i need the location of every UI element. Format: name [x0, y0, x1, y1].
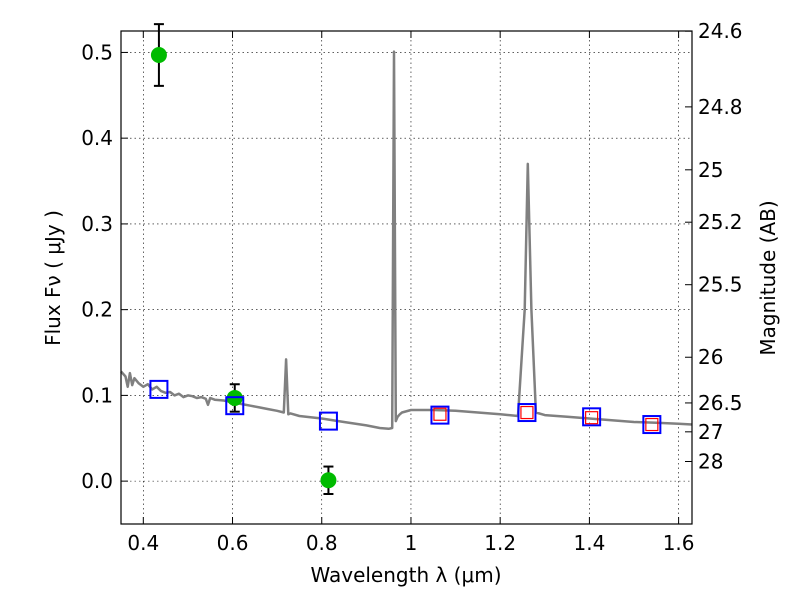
- x-tick-label: 1.6: [663, 531, 695, 555]
- observed-photometry-square: [520, 405, 534, 420]
- model-photometry-square: [582, 407, 602, 427]
- photometry-series: [149, 23, 662, 495]
- y-tick-label: 0.5: [81, 40, 113, 64]
- x-tick-label: 1.4: [573, 531, 605, 555]
- observed-photometry-square: [645, 417, 659, 432]
- model-photometry-square: [149, 379, 169, 399]
- observed-photometry-square: [433, 407, 447, 421]
- observed-photometry-square: [585, 411, 599, 425]
- plot-frame: [120, 30, 693, 525]
- y2-tick-label: 27: [698, 420, 723, 444]
- spectrum-series: [120, 50, 693, 431]
- model-spectrum-line: [120, 50, 693, 431]
- measured-point: [320, 472, 337, 489]
- x-tick-label: 1.2: [484, 531, 516, 555]
- model-photometry-square: [318, 411, 338, 431]
- plot-area: [121, 31, 692, 524]
- y2-axis-title: Magnitude (AB): [756, 200, 780, 355]
- y-tick-label: 0.3: [81, 212, 113, 236]
- y2-tick-label: 25: [698, 158, 723, 182]
- model-photometry-square: [642, 415, 662, 435]
- y2-tick-label: 25.2: [698, 210, 743, 234]
- measured-point: [150, 47, 167, 64]
- model-photometry-square: [225, 396, 245, 416]
- y-tick-label: 0.0: [81, 469, 113, 493]
- y-tick-label: 0.1: [81, 383, 113, 407]
- y2-tick-label: 25.5: [698, 273, 743, 297]
- y2-tick-label: 26.5: [698, 391, 743, 415]
- grid-lines: [121, 31, 692, 524]
- y2-tick-label: 28: [698, 449, 723, 473]
- model-photometry-square: [430, 405, 450, 425]
- y-tick-label: 0.2: [81, 298, 113, 322]
- x-tick-label: 0.4: [127, 531, 159, 555]
- model-photometry-square: [517, 403, 537, 423]
- x-tick-label: 0.8: [306, 531, 338, 555]
- y2-tick-label: 26: [698, 345, 723, 369]
- y2-tick-label: 24.6: [698, 19, 743, 43]
- y2-tick-label: 24.8: [698, 95, 743, 119]
- axis-ticks: 0.4 0.6 0.8 1 1.2 1.4 1.6 0.0 0.1 0.2 0.3 0.4 0.5 24.…: [81, 19, 742, 555]
- y-axis-title: Flux Fν ( μJy ): [41, 210, 65, 346]
- y-tick-label: 0.4: [81, 126, 113, 150]
- x-tick-label: 1: [405, 531, 418, 555]
- x-axis-title: Wavelength λ (μm): [310, 563, 501, 587]
- x-tick-label: 0.6: [217, 531, 249, 555]
